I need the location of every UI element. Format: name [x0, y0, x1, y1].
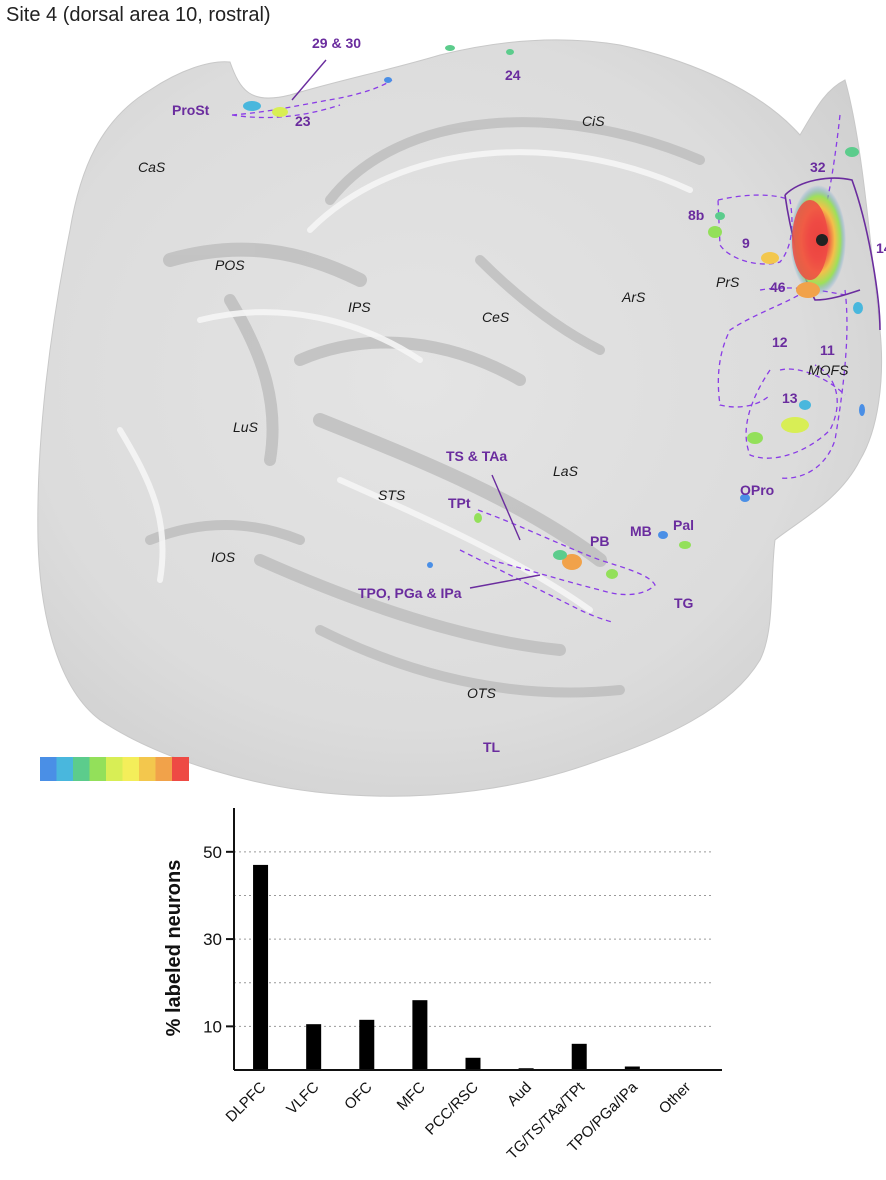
- sulcus-label: CiS: [582, 113, 605, 129]
- sulcus-label: LaS: [553, 463, 579, 479]
- brain-surface: [37, 39, 883, 797]
- area-label: 13: [782, 390, 798, 406]
- area-label: MB: [630, 523, 652, 539]
- y-axis-label: % labeled neurons: [163, 860, 185, 1037]
- sulcus-label: POS: [215, 257, 245, 273]
- sulcus-label: STS: [378, 487, 406, 503]
- x-tick-label: PCC/RSC: [422, 1079, 482, 1139]
- sulcus-label: CaS: [138, 159, 166, 175]
- area-label: TPt: [448, 495, 471, 511]
- y-tick-label: 10: [203, 1017, 222, 1036]
- color-scale-swatch: [172, 757, 189, 781]
- y-tick-label: 50: [203, 843, 222, 862]
- color-scale-swatch: [89, 757, 107, 781]
- area-label: 14: [876, 240, 886, 256]
- y-tick-label: 30: [203, 930, 222, 949]
- x-tick-label: OFC: [341, 1079, 376, 1114]
- area-label: 23: [295, 113, 311, 129]
- x-tick-label: Other: [656, 1079, 695, 1118]
- bar: [359, 1019, 375, 1070]
- area-label: Pal: [673, 517, 694, 533]
- chart-bars: [253, 864, 640, 1070]
- sulcus-labels: CaS POS IPS CeS ArS PrS LuS STS LaS IOS …: [138, 113, 849, 701]
- color-scale-swatch: [56, 757, 74, 781]
- chart-gridlines: [234, 851, 712, 1027]
- area-labels: 29 & 30 24 ProSt 23 32 14 8b 9 46 12 11 …: [172, 35, 886, 755]
- sulcus-label: OTS: [467, 685, 496, 701]
- x-tick-label: MFC: [394, 1079, 429, 1114]
- bar: [306, 1024, 322, 1070]
- color-scale-bar: [40, 757, 189, 781]
- x-tick-label: Aud: [504, 1079, 535, 1110]
- area-label: 9: [742, 235, 750, 251]
- chart-ticks: 10 30 50: [203, 843, 234, 1036]
- sulcus-label: LuS: [233, 419, 259, 435]
- labeling-blobs: [243, 45, 865, 579]
- area-label: 8b: [688, 207, 704, 223]
- bar: [571, 1043, 587, 1070]
- color-scale-swatch: [122, 757, 140, 781]
- cortical-flat-map: CaS POS IPS CeS ArS PrS LuS STS LaS IOS …: [37, 35, 886, 797]
- area-label: PB: [590, 533, 609, 549]
- area-label: TL: [483, 739, 501, 755]
- sulci-shading: [145, 117, 705, 698]
- sulcus-label: ArS: [621, 289, 646, 305]
- bar: [412, 1000, 428, 1070]
- sulcus-label: IOS: [211, 549, 236, 565]
- x-tick-label: VLFC: [283, 1079, 322, 1118]
- page-title: Site 4 (dorsal area 10, rostral): [6, 4, 271, 26]
- color-scale-swatch: [73, 757, 90, 781]
- area-label: 24: [505, 67, 521, 83]
- area-label: 29 & 30: [312, 35, 361, 51]
- bar: [465, 1057, 481, 1070]
- area-label: 32: [810, 159, 826, 175]
- sulcus-label: PrS: [716, 274, 740, 290]
- color-scale-swatch: [139, 757, 156, 781]
- area-boundaries: [231, 79, 848, 623]
- area-label: TPO, PGa & IPa: [358, 585, 462, 601]
- area-label: OPro: [740, 482, 774, 498]
- area-label: 46: [770, 279, 786, 295]
- color-scale-swatch: [40, 757, 57, 781]
- area-label: TS & TAa: [446, 448, 507, 464]
- sulcus-label: IPS: [348, 299, 371, 315]
- sulcus-label: MOFS: [808, 362, 849, 378]
- area-label: 11: [820, 342, 835, 358]
- bar: [253, 864, 269, 1070]
- color-scale-swatch: [155, 757, 173, 781]
- area-label: TG: [674, 595, 694, 611]
- bar: [624, 1066, 640, 1070]
- x-tick-label: DLPFC: [223, 1079, 270, 1126]
- color-scale-swatch: [106, 757, 123, 781]
- sulcus-label: CeS: [482, 309, 510, 325]
- area-label: 12: [772, 334, 788, 350]
- area-label: ProSt: [172, 102, 210, 118]
